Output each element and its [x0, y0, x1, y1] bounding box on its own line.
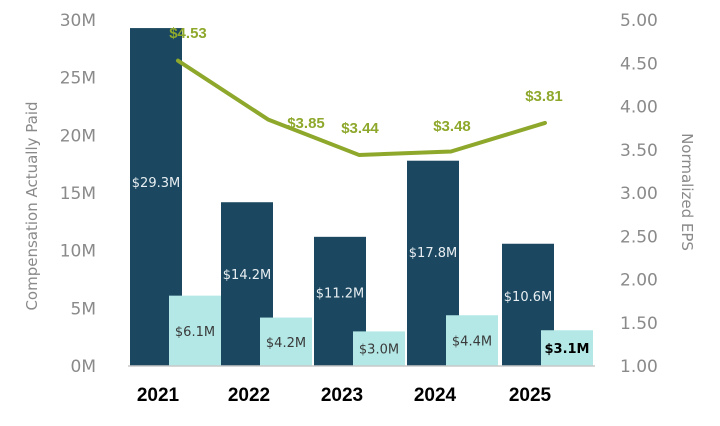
right-tick-4.00: 4.00: [620, 98, 658, 118]
right-tick-5.00: 5.00: [620, 11, 658, 31]
right-tick-3.50: 3.50: [620, 141, 658, 161]
left-tick-15M: 15M: [60, 184, 96, 204]
right-tick-1.50: 1.50: [620, 314, 658, 334]
left-tick-5M: 5M: [71, 299, 96, 319]
light-bar-labels: $6.1M $4.2M $3.0M $4.4M $3.1M: [175, 325, 590, 358]
dark-bar-label-2024: $17.8M: [409, 246, 457, 261]
dark-bar-series: [130, 28, 554, 366]
right-tick-2.00: 2.00: [620, 271, 658, 291]
category-label-2024: 2024: [414, 385, 457, 406]
right-tick-1.00: 1.00: [620, 357, 658, 377]
left-tick-0M: 0M: [71, 357, 96, 377]
dark-bar-label-2022: $14.2M: [223, 268, 271, 283]
dark-bar-label-2021: $29.3M: [132, 176, 180, 191]
light-bar-2024: [446, 315, 498, 366]
right-tick-2.50: 2.50: [620, 227, 658, 247]
dark-bar-labels: $29.3M $14.2M $11.2M $17.8M $10.6M: [132, 176, 552, 305]
right-tick-3.00: 3.00: [620, 184, 658, 204]
left-axis-title: Compensation Actually Paid: [23, 101, 41, 310]
right-axis-ticks: 1.00 1.50 2.00 2.50 3.00 3.50 4.00 4.50 5.00: [620, 11, 658, 377]
light-bar-2021: [169, 295, 221, 366]
x-axis-categories: 2021 2022 2023 2024 2025: [137, 385, 552, 406]
dark-bar-label-2025: $10.6M: [504, 290, 552, 305]
eps-line-series: [176, 58, 547, 157]
eps-line: [176, 58, 547, 157]
light-bar-label-2024: $4.4M: [452, 335, 492, 350]
light-bar-label-2023: $3.0M: [359, 343, 399, 358]
eps-label-2022: $3.85: [287, 115, 325, 132]
category-label-2022: 2022: [228, 385, 270, 406]
light-bar-2023: [353, 331, 405, 366]
left-tick-20M: 20M: [60, 126, 96, 146]
light-bar-label-2021: $6.1M: [175, 325, 215, 340]
eps-data-labels: $4.53 $3.85 $3.44 $3.48 $3.81: [169, 25, 563, 137]
light-bar-2025: [541, 330, 593, 366]
dark-bar-label-2023: $11.2M: [316, 287, 364, 302]
right-axis-title: Normalized EPS: [678, 133, 696, 251]
light-bar-label-2022: $4.2M: [266, 336, 306, 351]
category-label-2021: 2021: [137, 385, 180, 406]
category-label-2023: 2023: [321, 385, 363, 406]
left-tick-10M: 10M: [60, 242, 96, 262]
right-tick-4.50: 4.50: [620, 54, 658, 74]
left-axis-ticks: 0M 5M 10M 15M 20M 25M 30M: [60, 11, 96, 377]
left-tick-30M: 30M: [60, 11, 96, 31]
eps-label-2021: $4.53: [169, 25, 207, 42]
category-label-2025: 2025: [509, 385, 552, 406]
left-tick-25M: 25M: [60, 69, 96, 89]
light-bar-series: [169, 295, 593, 366]
eps-label-2024: $3.48: [433, 118, 471, 135]
light-bar-2022: [260, 317, 312, 366]
eps-label-2025: $3.81: [525, 88, 563, 105]
light-bar-label-2025: $3.1M: [544, 342, 589, 357]
eps-label-2023: $3.44: [341, 120, 379, 137]
